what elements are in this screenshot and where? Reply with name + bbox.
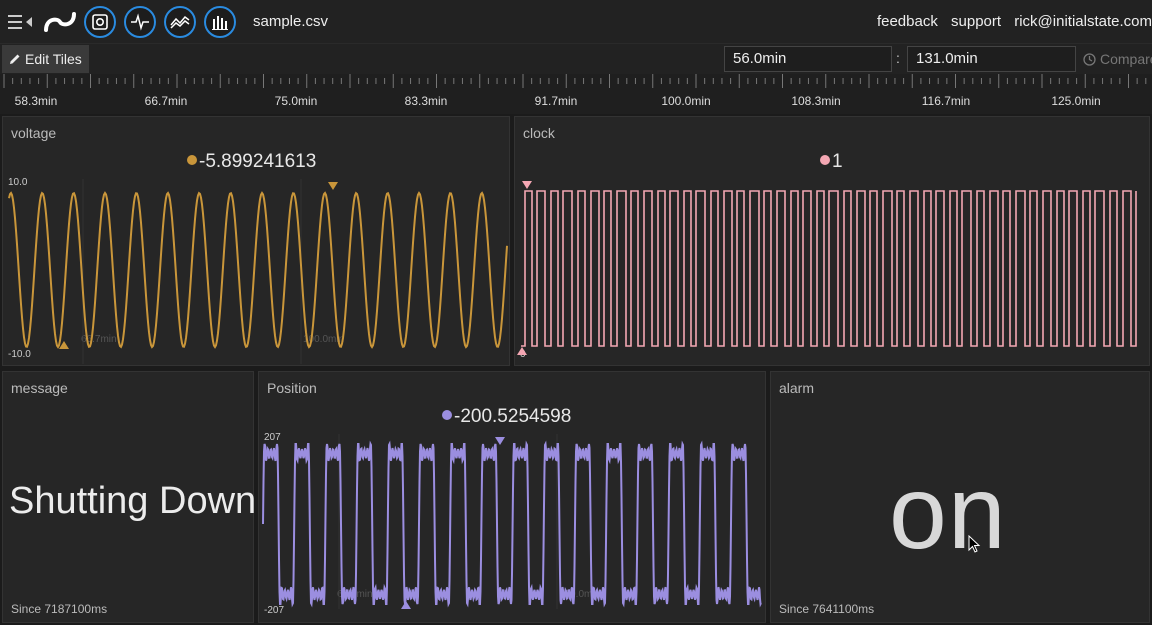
ruler-label: 100.0min <box>661 94 711 108</box>
clock-tile[interactable]: clock 1 0 <box>514 116 1150 366</box>
clock-icon <box>1083 52 1096 66</box>
range-end-input[interactable]: 131.0min <box>907 46 1076 72</box>
bars-view-icon <box>212 16 228 30</box>
tile-title: Position <box>267 380 317 396</box>
ruler-label: 58.3min <box>14 94 58 108</box>
since-label: Since 7641100ms <box>779 602 875 616</box>
since-label: Since 7187100ms <box>11 602 108 616</box>
inner-time-label: 100.0min <box>303 334 345 345</box>
min-marker <box>401 601 411 609</box>
max-marker <box>328 182 338 190</box>
compare-label: Compare <box>1100 51 1152 67</box>
inner-time-label: 100.0min <box>559 589 601 600</box>
mouse-cursor-icon <box>968 535 981 553</box>
ruler-label: 75.0min <box>274 94 318 108</box>
top-bar: sample.csv feedback support rick@initial… <box>0 0 1152 44</box>
series-dot <box>820 155 830 165</box>
tile-title: clock <box>523 125 555 141</box>
series-dot <box>442 410 452 420</box>
y-min-label: -10.0 <box>8 349 31 360</box>
ruler-label: 125.0min <box>1051 94 1101 108</box>
latest-value: -5.899241613 <box>187 151 316 173</box>
waves-view-icon <box>131 13 149 31</box>
toolbar: Edit Tiles 56.0min : 131.0min Compare <box>0 44 1152 74</box>
pencil-icon <box>10 54 20 64</box>
voltage-series-line <box>8 191 508 349</box>
y-max-label: 207 <box>264 432 281 443</box>
file-name: sample.csv <box>253 13 329 30</box>
ruler-label: 91.7min <box>534 94 578 108</box>
latest-value: 1 <box>820 151 843 173</box>
voltage-tile[interactable]: voltage -5.899241613 10.0 -10.0 66.7min … <box>2 116 510 366</box>
min-marker <box>517 347 527 355</box>
min-marker <box>59 341 69 349</box>
clock-chart <box>517 181 1137 355</box>
feedback-link[interactable]: feedback <box>876 13 938 30</box>
menu-icon[interactable] <box>8 13 34 31</box>
bars-view-button[interactable] <box>204 6 236 38</box>
waves-view-button[interactable] <box>124 6 156 38</box>
latest-value: -200.5254598 <box>442 406 571 428</box>
max-marker <box>522 181 532 189</box>
ruler-label: 116.7min <box>921 94 971 108</box>
series-dot <box>187 155 197 165</box>
tile-title: message <box>11 380 68 396</box>
inner-time-label: 66.7min <box>81 334 117 345</box>
time-ruler[interactable]: 58.3min 66.7min 75.0min 83.3min 91.7min 100.0… <box>0 74 1152 114</box>
latest-value-text: 1 <box>832 151 843 172</box>
max-marker <box>495 437 505 445</box>
voltage-chart <box>8 179 508 364</box>
latest-value-text: -5.899241613 <box>199 151 317 172</box>
message-tile[interactable]: message Shutting Down Since 7187100ms <box>2 371 257 623</box>
position-chart <box>262 434 762 609</box>
position-series-line <box>262 440 762 608</box>
ruler-label: 83.3min <box>404 94 448 108</box>
user-account-link[interactable]: rick@initialstate.com <box>1014 13 1152 30</box>
edit-tiles-button[interactable]: Edit Tiles <box>2 45 89 73</box>
range-separator: : <box>896 50 900 66</box>
lines-view-icon <box>170 15 190 29</box>
clock-series-line <box>521 190 1137 347</box>
range-start-input[interactable]: 56.0min <box>724 46 892 72</box>
alarm-tile[interactable]: alarm on Since 7641100ms <box>770 371 1150 623</box>
initial-state-logo[interactable] <box>42 8 78 36</box>
tiles-view-icon <box>92 14 108 30</box>
lines-view-button[interactable] <box>164 6 196 38</box>
compare-button[interactable]: Compare <box>1083 51 1152 67</box>
message-text: Shutting Down <box>9 480 257 522</box>
top-links: feedback support rick@initialstate.com <box>868 13 1152 30</box>
ruler-label: 66.7min <box>144 94 188 108</box>
ruler-ticks <box>3 74 1147 88</box>
tile-title: voltage <box>11 125 57 141</box>
tiles-view-button[interactable] <box>84 6 116 38</box>
latest-value-text: -200.5254598 <box>454 406 572 427</box>
support-link[interactable]: support <box>951 13 1002 30</box>
ruler-label: 108.3min <box>791 94 841 108</box>
tile-title: alarm <box>779 380 815 396</box>
y-max-label: 10.0 <box>8 177 28 188</box>
position-tile[interactable]: Position -200.5254598 207 -207 66.7min 1… <box>258 371 766 623</box>
y-min-label: -207 <box>264 605 285 616</box>
edit-tiles-label: Edit Tiles <box>25 51 82 67</box>
alarm-state-text: on <box>889 455 1007 571</box>
